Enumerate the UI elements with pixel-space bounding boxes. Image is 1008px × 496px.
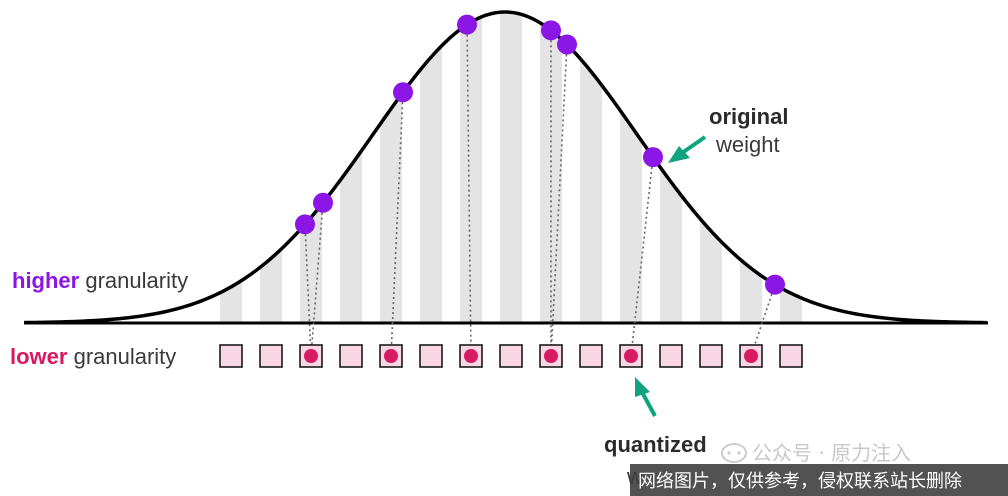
quantized-dot xyxy=(744,349,758,363)
quant-bin-box xyxy=(779,344,803,368)
quant-bin-box xyxy=(219,344,243,368)
original-dot xyxy=(765,274,785,295)
granularity-word: granularity xyxy=(67,344,176,369)
quantized-dot xyxy=(464,349,478,363)
quant-bin-box xyxy=(499,344,523,368)
mapping-lines xyxy=(304,24,776,357)
higher-word: higher xyxy=(12,268,80,293)
stripe xyxy=(420,12,442,323)
stripe xyxy=(220,12,242,323)
quant-bin-box xyxy=(659,344,683,368)
stripe xyxy=(780,12,802,323)
weight-label: weight xyxy=(715,132,780,157)
quantized-dots xyxy=(304,349,758,363)
stripe xyxy=(580,12,602,323)
mapping-line xyxy=(630,157,654,357)
quant-bin-box xyxy=(579,344,603,368)
quant-bin-box xyxy=(259,344,283,368)
original-dot xyxy=(643,147,663,168)
original-dot xyxy=(295,214,315,235)
original-label: original xyxy=(709,104,788,129)
stripe xyxy=(300,12,322,323)
stripe xyxy=(500,12,522,323)
bell-curve xyxy=(23,10,988,325)
lower-word: lower xyxy=(10,344,68,369)
quant-bin-box xyxy=(419,344,443,368)
quantized-arrow-icon xyxy=(635,377,657,417)
watermark-account: 公众号 · 原力注入 xyxy=(752,441,911,465)
stripe xyxy=(460,12,482,323)
stripe xyxy=(620,12,642,323)
quantized-dot xyxy=(544,349,558,363)
quant-bin-box xyxy=(699,344,723,368)
original-weight-dots xyxy=(295,14,785,295)
quant-bin-box xyxy=(339,344,363,368)
watermark-bar xyxy=(630,464,1008,496)
stripe xyxy=(380,12,402,323)
quantized-dot xyxy=(304,349,318,363)
original-arrow-icon xyxy=(668,135,707,163)
lower-granularity-label: lower granularity xyxy=(10,344,176,369)
original-dot xyxy=(541,20,561,41)
mapping-line xyxy=(310,202,324,357)
quantization-bins xyxy=(219,344,803,368)
stripe xyxy=(700,12,722,323)
quantized-label: quantized xyxy=(604,432,707,457)
original-dot xyxy=(393,82,413,103)
stripe xyxy=(260,12,282,323)
stripe xyxy=(340,12,362,323)
mapping-line xyxy=(304,224,312,357)
chat-bubble-icon xyxy=(721,443,747,463)
original-dot xyxy=(457,14,477,35)
original-dot xyxy=(557,34,577,55)
mapping-line xyxy=(466,24,472,357)
watermark-bar-text: 网络图片，仅供参考，侵权联系站长删除 xyxy=(638,471,962,492)
mapping-line xyxy=(550,44,568,357)
higher-granularity-label: higher granularity xyxy=(12,268,188,293)
original-dot xyxy=(313,192,333,213)
granularity-word: granularity xyxy=(79,268,188,293)
quantized-dot xyxy=(384,349,398,363)
quantized-dot xyxy=(624,349,638,363)
mapping-line xyxy=(390,92,404,357)
